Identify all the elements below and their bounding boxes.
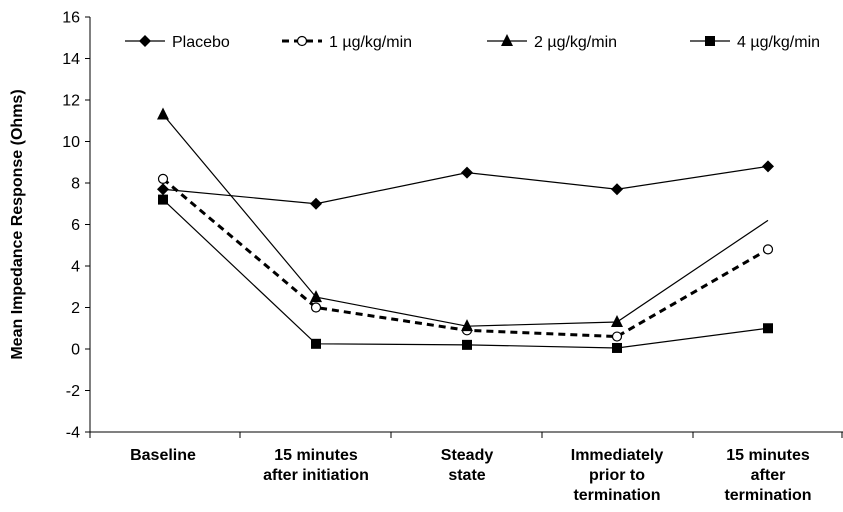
point-marker-triangle <box>611 315 623 328</box>
point-marker-square <box>311 338 321 349</box>
point-marker-circle <box>310 302 322 313</box>
y-tick-label: 14 <box>62 51 80 68</box>
series-group <box>157 107 769 332</box>
x-category-label: Baseline <box>130 447 196 464</box>
x-category-label: 15 minutes after termination <box>724 447 811 504</box>
point-marker-square <box>158 194 168 205</box>
point-marker-square <box>462 339 472 350</box>
y-tick-label: 10 <box>62 134 80 151</box>
x-category-label-line: state <box>448 467 485 484</box>
y-tick-label: 16 <box>62 10 80 27</box>
point-marker-diamond <box>461 166 473 179</box>
legend-item: 2 µg/kg/min <box>487 34 617 51</box>
x-category-label-line: termination <box>573 487 660 504</box>
legend-item: Placebo <box>125 34 230 51</box>
legend-item: 4 µg/kg/min <box>690 34 820 51</box>
x-category-label-line: after <box>751 467 786 484</box>
legend-label: 2 µg/kg/min <box>534 34 617 51</box>
series-layer <box>157 107 774 353</box>
point-marker-triangle <box>461 319 473 332</box>
point-marker-square <box>612 342 622 353</box>
x-category-label-line: after initiation <box>263 467 369 484</box>
x-axis: Baseline 15 minutes after initiation Steady… <box>89 431 843 504</box>
point-marker-diamond <box>139 35 151 47</box>
point-marker-circle <box>611 331 623 342</box>
x-category-label-line: Steady <box>441 447 494 464</box>
point-marker-square <box>705 36 715 46</box>
y-axis: -4 -2 0 2 4 6 8 10 12 14 16 <box>62 10 91 442</box>
legend-label: 1 µg/kg/min <box>329 34 412 51</box>
y-tick-label: 8 <box>71 176 80 193</box>
point-marker-circle <box>296 35 308 47</box>
point-marker-triangle <box>157 107 169 120</box>
y-tick-label: 6 <box>71 217 80 234</box>
legend: Placebo 1 µg/kg/min 2 µg/kg/min 4 µg/kg/min <box>125 34 820 51</box>
point-marker-square <box>763 323 773 334</box>
y-tick-label: 2 <box>71 300 80 317</box>
y-tick-label: 4 <box>71 259 80 276</box>
point-marker-diamond <box>310 197 322 210</box>
series-group <box>157 173 774 342</box>
legend-item: 1 µg/kg/min <box>282 34 412 51</box>
series-line <box>162 114 769 327</box>
point-marker-triangle <box>501 34 513 46</box>
series-group <box>158 194 773 353</box>
x-category-label-line: Immediately <box>571 447 664 464</box>
legend-label: Placebo <box>172 34 230 51</box>
point-marker-diamond <box>611 183 623 196</box>
y-tick-label: 12 <box>62 93 80 110</box>
x-category-label: 15 minutes after initiation <box>263 447 369 484</box>
point-marker-diamond <box>157 183 169 196</box>
y-tick-label: -4 <box>66 425 80 442</box>
x-category-label: Steady state <box>441 447 494 484</box>
point-marker-triangle <box>310 290 322 303</box>
series-line <box>162 177 769 339</box>
point-marker-circle <box>157 173 169 184</box>
point-marker-circle <box>762 244 774 255</box>
y-tick-label: 0 <box>71 342 80 359</box>
x-category-label-line: 15 minutes <box>726 447 810 464</box>
point-marker-diamond <box>762 160 774 173</box>
x-category-label-line: prior to <box>589 467 645 484</box>
x-category-label-line: termination <box>724 487 811 504</box>
series-group <box>157 160 774 210</box>
y-tick-label: -2 <box>66 383 80 400</box>
x-category-label: Immediately prior to termination <box>571 447 664 504</box>
x-category-label-line: 15 minutes <box>274 447 358 464</box>
y-axis-title: Mean Impedance Response (Ohms) <box>9 89 26 359</box>
x-category-label-line: Baseline <box>130 447 196 464</box>
legend-label: 4 µg/kg/min <box>737 34 820 51</box>
